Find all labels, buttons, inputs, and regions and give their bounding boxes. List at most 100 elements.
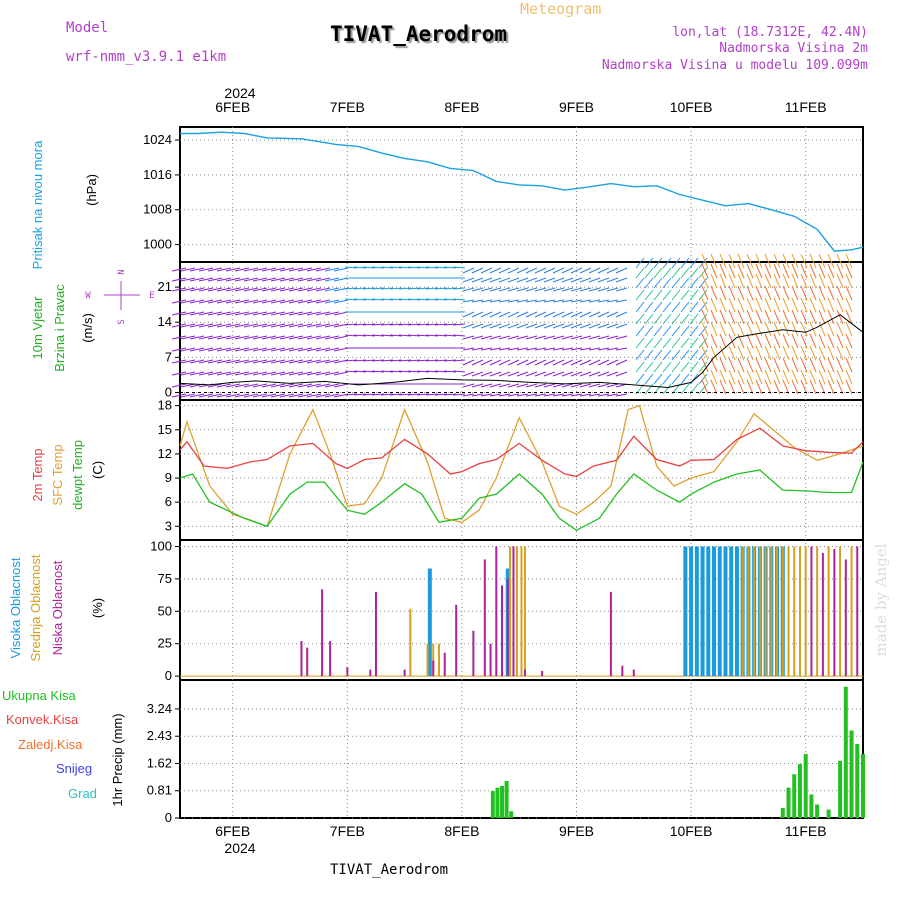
wind-barb (737, 357, 745, 373)
wind-barb (782, 263, 790, 279)
wind-barb (561, 393, 574, 397)
wind-barb (443, 370, 457, 373)
wind-barb (809, 297, 817, 313)
wind-tick-label: 0 (165, 384, 172, 399)
wind-barb (297, 299, 313, 304)
precip-total-bar (861, 754, 865, 818)
wind-barb (800, 357, 808, 373)
precip-total-bar (792, 774, 797, 818)
wind-barb (261, 277, 277, 282)
mid-cloud-label: Srednja Oblacnost (28, 554, 43, 661)
wind-barb (471, 277, 484, 283)
wind-barb (498, 267, 511, 274)
pressure-unit: (hPa) (84, 174, 99, 206)
wind-barb (534, 371, 547, 377)
day-label-top: 9FEB (559, 99, 594, 115)
wind-barb (324, 335, 340, 340)
wind-barb (719, 321, 727, 337)
wind-barb (434, 323, 448, 326)
wind-barb (324, 393, 340, 398)
wind-barb (171, 347, 187, 352)
wind-barb (462, 299, 475, 303)
wind-barb (425, 334, 439, 337)
wind-barb (198, 323, 214, 328)
wind-barb (653, 301, 663, 313)
wind-barb (689, 257, 699, 269)
wind-tick-label: 7 (165, 349, 172, 364)
pressure-tick-label: 1000 (143, 237, 172, 252)
wind-barb (615, 287, 628, 292)
wind-barb (671, 277, 681, 289)
wind-barb (755, 333, 763, 349)
wind-barb (306, 335, 322, 340)
mid-cloud-bar (776, 546, 779, 677)
wind-barb (827, 309, 835, 325)
wind-barb (261, 299, 277, 304)
wind-barb (746, 297, 754, 313)
wind-barb (561, 299, 574, 303)
wind-barb (371, 359, 385, 362)
wind-barb (306, 277, 322, 282)
wind-barb (680, 277, 690, 289)
high-cloud-bar (712, 546, 717, 677)
wind-barb (543, 347, 556, 351)
wind-barb (570, 335, 583, 340)
precip-total-bar (803, 754, 808, 818)
wind-barb (525, 311, 538, 318)
wind-barb (216, 323, 232, 328)
precip-total-bar (826, 809, 831, 818)
wind-barb (252, 371, 268, 376)
wind-barb (452, 323, 466, 326)
wind-barb (288, 267, 304, 272)
wind-barb (270, 311, 286, 316)
wind-barb (279, 311, 295, 316)
wind-barb (836, 263, 844, 279)
wind-barb (261, 371, 277, 376)
wind-barb (836, 379, 844, 395)
wind-barb (782, 369, 790, 385)
wind-barb (561, 347, 574, 351)
wind-barb (755, 345, 763, 361)
wind-barb (791, 285, 799, 301)
sfc-temp-line (179, 404, 864, 528)
wind-barb (407, 370, 421, 373)
wind-barb (635, 325, 645, 337)
wind-barb (836, 285, 844, 301)
wind-barb (818, 297, 826, 313)
wind-barb (234, 335, 250, 340)
wind-barb (606, 299, 619, 303)
wind-barb (755, 321, 763, 337)
wind-barb (270, 287, 286, 292)
wind-barb (416, 287, 430, 290)
wind-barb (827, 285, 835, 301)
wind-barb (689, 325, 699, 337)
wind-barb (471, 371, 484, 377)
wind-barb (701, 297, 709, 313)
wind-barb (719, 333, 727, 349)
wind-barb (380, 393, 394, 396)
wind-barb (710, 273, 718, 289)
wind-barb (443, 323, 457, 326)
wind-barb (782, 333, 790, 349)
wind-barb (324, 371, 340, 376)
wind-barb (180, 323, 196, 328)
wind-barb (180, 299, 196, 304)
wind-barb (507, 277, 520, 283)
wind-barb (615, 277, 628, 283)
wind-barb (452, 287, 466, 290)
low-cloud-bar (609, 591, 612, 677)
wind-barb (261, 311, 277, 316)
wind-barb (644, 301, 654, 313)
low-cloud-bar (455, 604, 458, 677)
wind-barb (561, 277, 574, 283)
mid-cloud-bar (432, 643, 435, 677)
wind-barb (698, 277, 708, 289)
wind-barb (489, 299, 502, 303)
wind-barb (809, 253, 817, 269)
grid-lines (180, 127, 863, 819)
mid-cloud-bar (787, 546, 790, 677)
wind-barb (324, 267, 340, 272)
precip-total-bar (780, 807, 785, 818)
wind-barb (534, 393, 547, 397)
wind-barb (644, 277, 654, 289)
